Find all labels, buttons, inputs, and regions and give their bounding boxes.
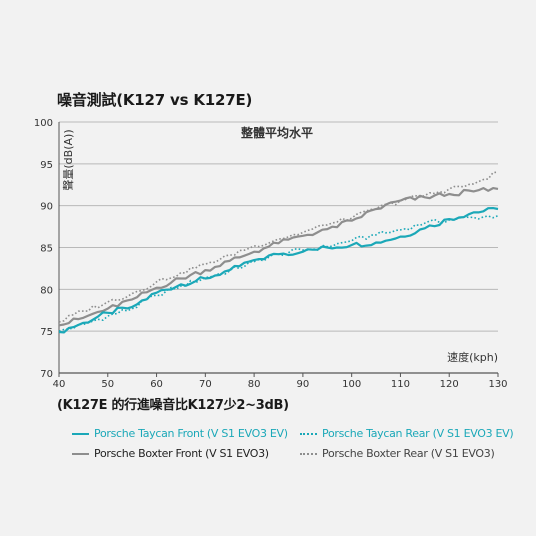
legend-swatch-boxter-front bbox=[72, 452, 89, 455]
y-tick-85: 85 bbox=[40, 244, 53, 255]
legend-label-taycan-front: Porsche Taycan Front (V S1 EVO3 EV) bbox=[94, 427, 288, 440]
y-tick-80: 80 bbox=[40, 285, 53, 296]
legend-swatch-taycan-front bbox=[72, 432, 89, 435]
y-tick-90: 90 bbox=[40, 202, 53, 213]
y-tick-95: 95 bbox=[40, 160, 53, 171]
legend-label-boxter-front: Porsche Boxter Front (V S1 EVO3) bbox=[94, 447, 269, 460]
x-tick-80: 80 bbox=[248, 379, 261, 390]
x-tick-110: 110 bbox=[391, 379, 410, 390]
legend-item-taycan-front: Porsche Taycan Front (V S1 EVO3 EV) bbox=[72, 427, 288, 440]
x-tick-100: 100 bbox=[342, 379, 361, 390]
legend-swatch-boxter-rear bbox=[300, 452, 317, 455]
x-tick-120: 120 bbox=[440, 379, 459, 390]
x-tick-50: 50 bbox=[101, 379, 114, 390]
series-lines bbox=[58, 171, 499, 334]
legend-label-boxter-rear: Porsche Boxter Rear (V S1 EVO3) bbox=[322, 447, 495, 460]
y-tick-labels: 70 75 80 85 90 95 100 bbox=[34, 118, 53, 380]
x-axis-label: 速度(kph) bbox=[447, 350, 498, 364]
y-tick-75: 75 bbox=[40, 327, 53, 338]
x-tick-130: 130 bbox=[488, 379, 507, 390]
series-line-1 bbox=[58, 214, 499, 332]
series-line-2 bbox=[58, 187, 499, 327]
series-line-3 bbox=[58, 171, 499, 323]
y-axis-label: 聲量(dB(A)) bbox=[61, 129, 75, 190]
chart-title: 噪音測試(K127 vs K127E) bbox=[57, 91, 253, 109]
x-tick-60: 60 bbox=[150, 379, 163, 390]
x-tick-70: 70 bbox=[199, 379, 212, 390]
gridlines bbox=[58, 121, 498, 374]
legend-item-boxter-rear: Porsche Boxter Rear (V S1 EVO3) bbox=[300, 447, 495, 460]
chart-note: (K127E 的行進噪音比K127少2~3dB) bbox=[57, 398, 289, 413]
legend-item-boxter-front: Porsche Boxter Front (V S1 EVO3) bbox=[72, 447, 269, 460]
chart-subtitle: 整體平均水平 bbox=[240, 125, 313, 140]
x-tick-labels: 40 50 60 70 80 90 100 110 120 130 bbox=[53, 373, 508, 390]
legend-item-taycan-rear: Porsche Taycan Rear (V S1 EVO3 EV) bbox=[300, 427, 514, 440]
x-tick-90: 90 bbox=[297, 379, 310, 390]
legend-label-taycan-rear: Porsche Taycan Rear (V S1 EVO3 EV) bbox=[322, 427, 514, 440]
x-tick-40: 40 bbox=[53, 379, 66, 390]
legend-swatch-taycan-rear bbox=[300, 432, 317, 435]
y-tick-100: 100 bbox=[34, 118, 53, 129]
series-line-0 bbox=[58, 207, 499, 334]
y-tick-70: 70 bbox=[40, 369, 53, 380]
